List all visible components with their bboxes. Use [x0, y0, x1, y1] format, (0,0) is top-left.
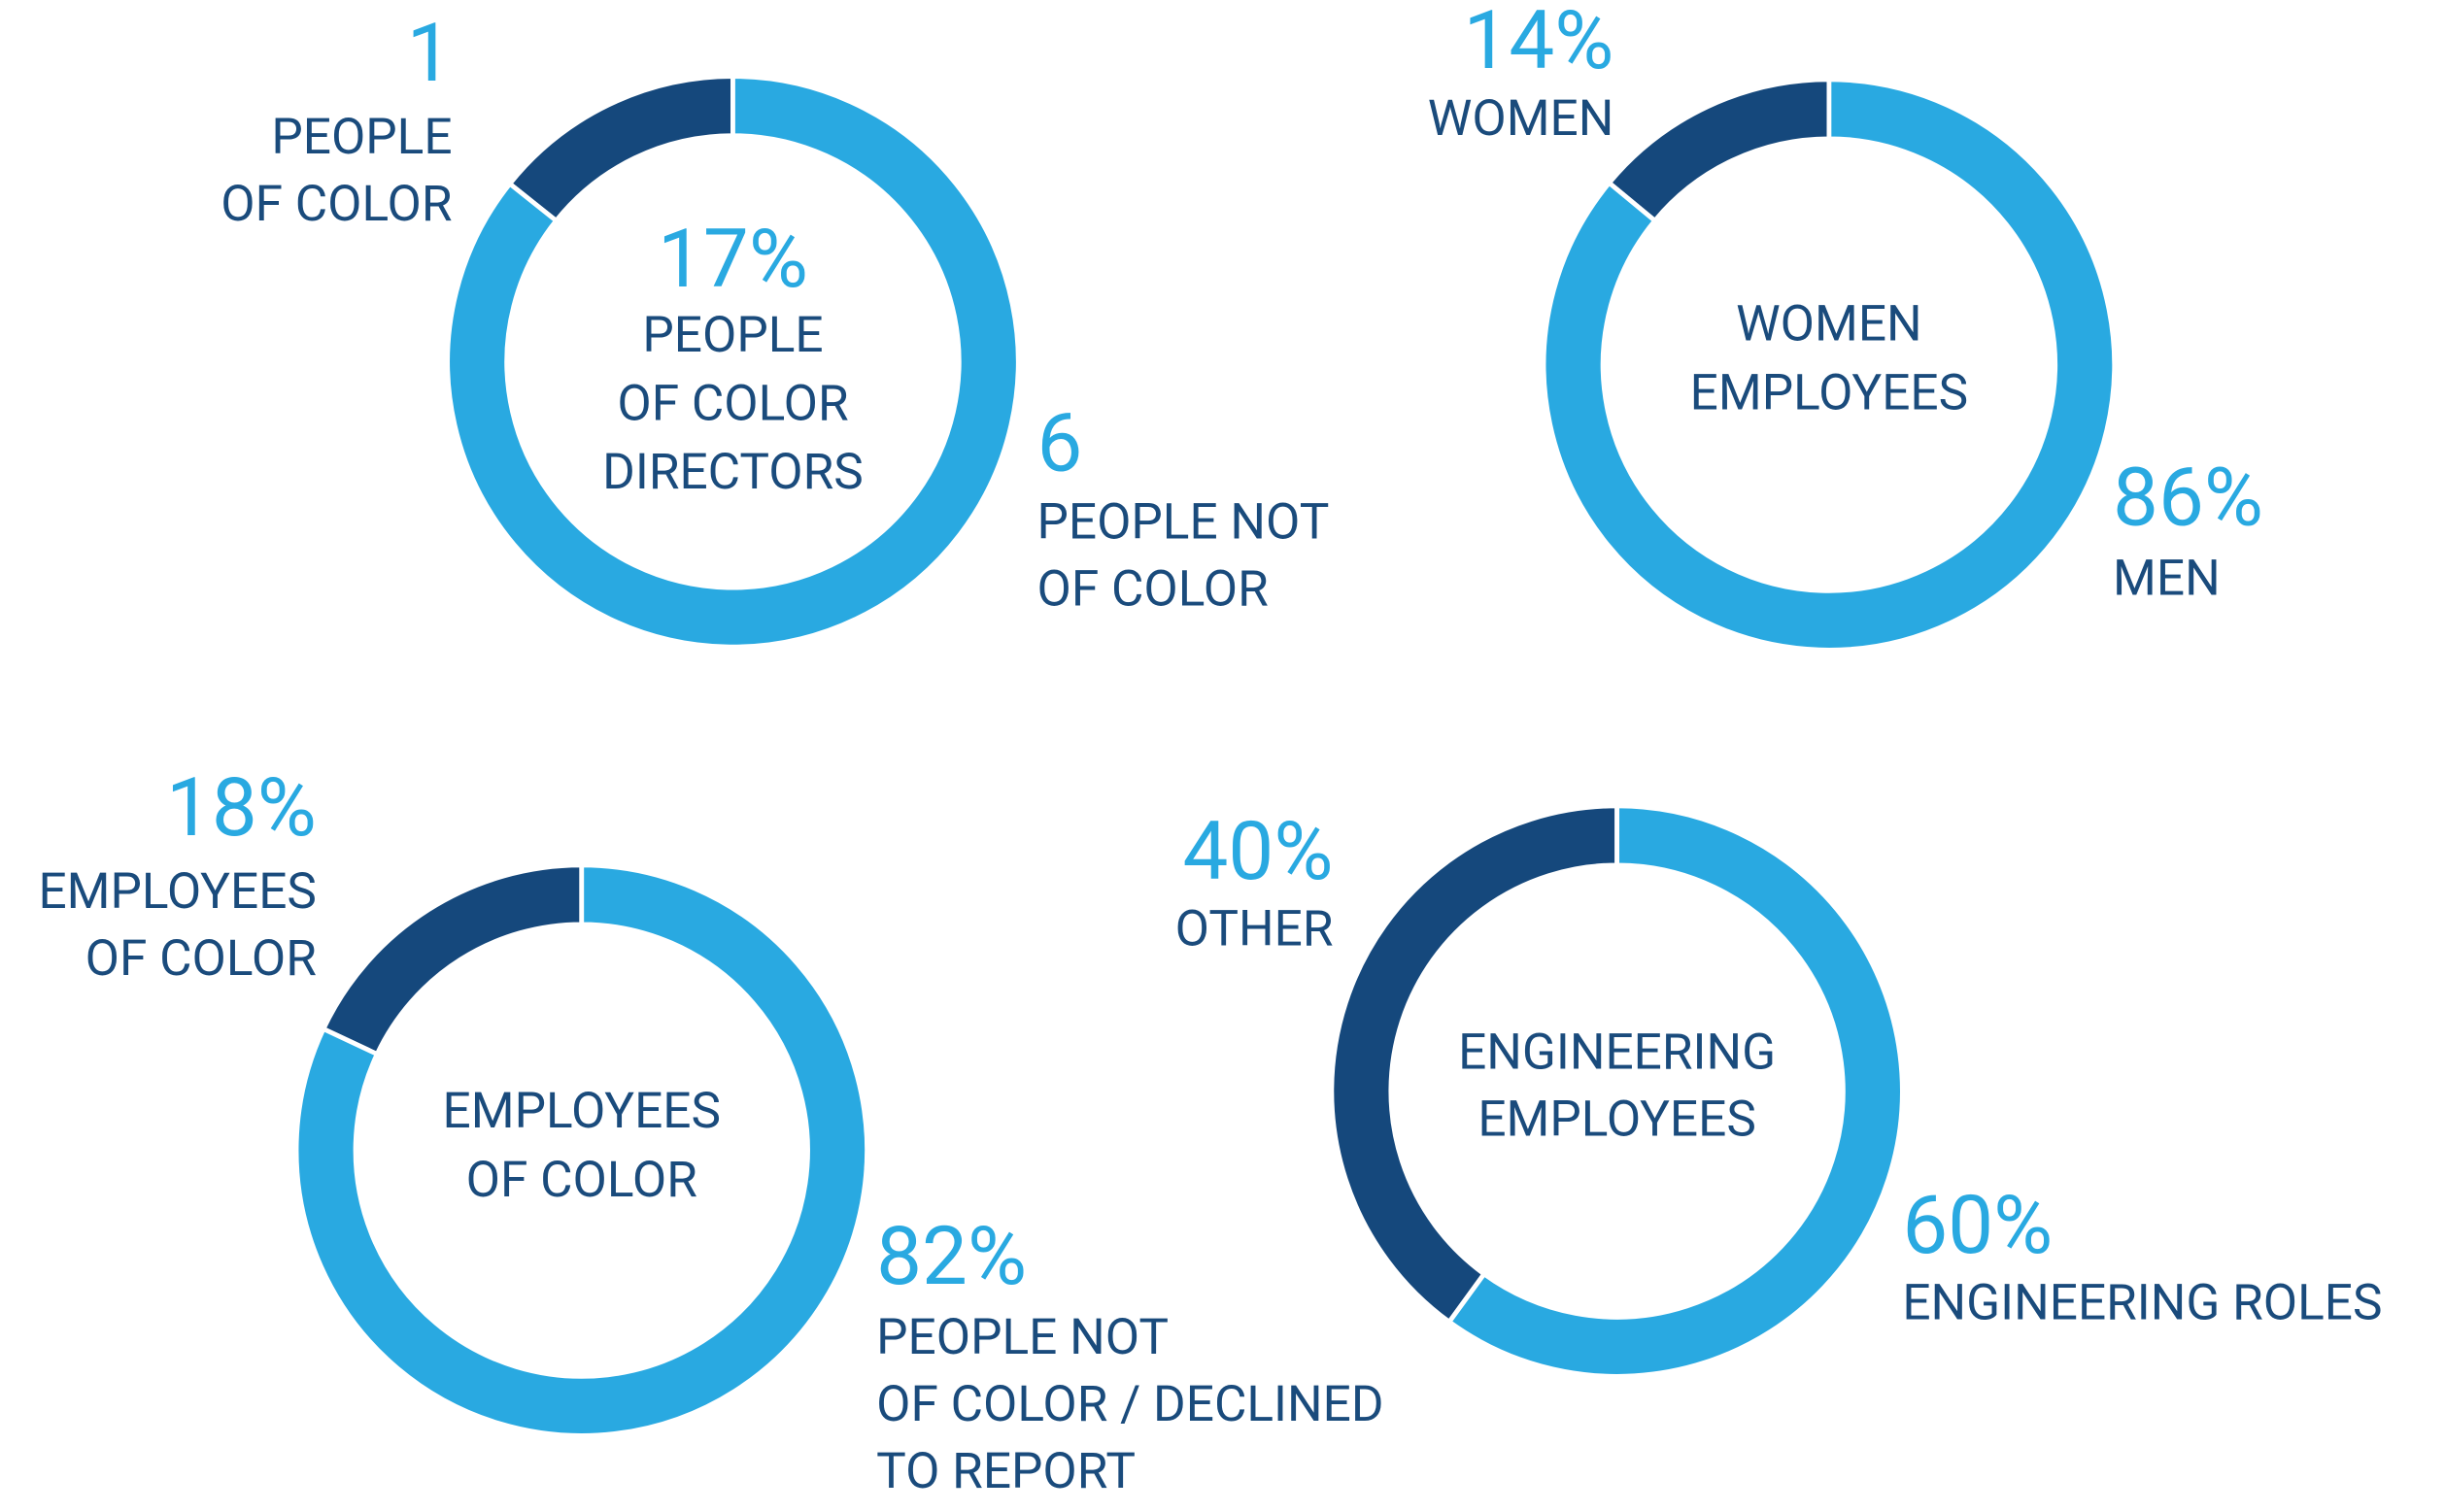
- chart-title: EMPLOYEES: [1477, 1089, 1755, 1148]
- donut-segment: [1445, 803, 1905, 1379]
- chart-title: EMPLOYEES: [1690, 362, 1968, 421]
- donut-segment: [1541, 77, 2117, 653]
- chart-title: ENGINEERING: [1458, 1022, 1776, 1081]
- donut-segment: [1606, 77, 1832, 224]
- donut-segment: [293, 862, 869, 1438]
- category-label: PEOPLE NOT: [1036, 491, 1329, 551]
- value-label: 1: [407, 7, 453, 101]
- value-label: 18%: [166, 761, 317, 856]
- value-label: 82%: [876, 1210, 1027, 1304]
- category-label: PEOPLE: [271, 107, 452, 166]
- category-label: EMPLOYEES: [38, 861, 316, 921]
- donut-segment: [320, 862, 585, 1058]
- category-label: OF COLOR: [85, 928, 317, 988]
- value-label: 86%: [2113, 452, 2263, 546]
- chart-title: WOMEN: [1736, 294, 1922, 353]
- value-label: 14%: [1463, 0, 1613, 88]
- category-label: OF COLOR / DECLINED: [876, 1374, 1383, 1433]
- chart-title: DIRECTORS: [602, 442, 864, 501]
- donut-segment: [506, 74, 735, 224]
- chart-title: PEOPLE: [642, 305, 823, 364]
- category-label: OF COLOR: [221, 174, 452, 233]
- category-label: TO REPORT: [876, 1441, 1136, 1500]
- value-label: 40%: [1183, 805, 1334, 899]
- donut-segment: [445, 74, 1021, 650]
- category-label: WOMEN: [1428, 88, 1614, 148]
- category-label: MEN: [2113, 548, 2221, 607]
- chart-title: OF COLOR: [466, 1150, 697, 1209]
- category-label: OF COLOR: [1036, 559, 1268, 619]
- category-label: ENGINEERING ROLES: [1902, 1273, 2382, 1332]
- category-label: PEOPLE NOT: [876, 1307, 1169, 1366]
- chart-title: OF COLOR: [617, 374, 848, 433]
- chart-title: EMPLOYEES: [443, 1081, 721, 1140]
- donut-segment: [1329, 803, 1620, 1326]
- value-label: 6: [1036, 396, 1082, 490]
- center-value: 17%: [658, 213, 808, 307]
- value-label: 60%: [1902, 1179, 2053, 1273]
- category-label: OTHER: [1175, 898, 1334, 958]
